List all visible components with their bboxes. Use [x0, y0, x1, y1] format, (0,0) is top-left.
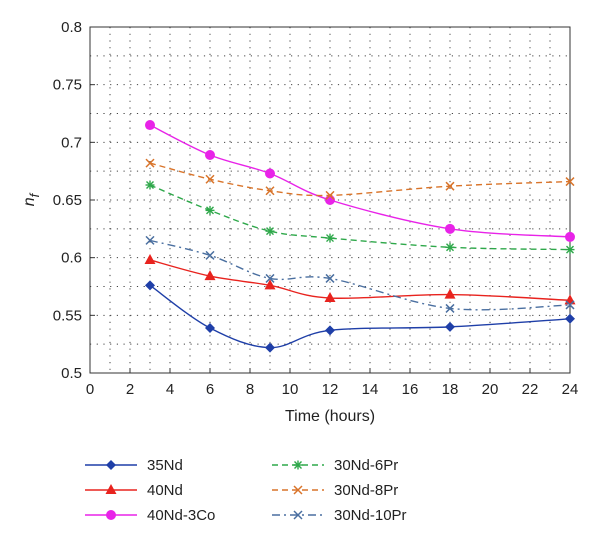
data-point: [205, 174, 215, 184]
legend-label: 30Nd-10Pr: [334, 507, 407, 524]
x-tick-label: 22: [522, 381, 539, 398]
series-5: [145, 235, 575, 313]
y-axis-label: nf: [21, 192, 42, 206]
legend-marker: [105, 484, 117, 494]
series-line: [149, 162, 571, 197]
data-point: [265, 168, 275, 179]
legend-marker: [106, 510, 116, 520]
data-point: [445, 223, 455, 234]
data-point: [265, 186, 275, 196]
x-tick-label: 8: [246, 381, 254, 398]
data-point: [205, 323, 215, 334]
x-tick-label: 0: [86, 381, 94, 398]
legend-marker: [106, 460, 116, 470]
data-point: [324, 292, 336, 303]
series-line: [149, 284, 571, 349]
legend-label: 35Nd: [147, 457, 183, 474]
data-point: [145, 158, 155, 168]
data-point: [205, 150, 215, 161]
series-2: [145, 120, 575, 242]
legend-item: 35Nd: [85, 457, 183, 474]
legend-item: 30Nd-6Pr: [272, 457, 398, 474]
x-axis-label: Time (hours): [285, 408, 375, 425]
series-line: [149, 124, 571, 238]
series-1: [144, 253, 576, 305]
series-0: [145, 280, 575, 353]
x-tick-label: 18: [442, 381, 459, 398]
data-point: [205, 205, 215, 215]
y-tick-label: 0.75: [53, 77, 82, 94]
legend-item: 30Nd-8Pr: [272, 482, 398, 499]
data-point: [445, 242, 455, 252]
x-tick-label: 12: [322, 381, 339, 398]
data-point: [145, 180, 155, 190]
data-point: [565, 231, 575, 242]
legend-marker: [293, 485, 303, 495]
data-point: [565, 245, 575, 255]
series-line: [149, 239, 571, 311]
series-3: [145, 180, 575, 255]
y-axis-label-main: n: [21, 197, 38, 206]
series-4: [145, 158, 575, 200]
data-point: [264, 279, 276, 290]
data-point: [265, 273, 275, 283]
data-point: [204, 270, 216, 281]
data-point: [565, 313, 575, 324]
legend-marker: [293, 510, 303, 520]
y-tick-label: 0.7: [61, 134, 82, 151]
data-point: [325, 325, 335, 336]
grid: [89, 26, 571, 374]
series-group: [144, 120, 576, 353]
data-point: [325, 273, 335, 283]
y-axis-label-subscript: f: [27, 192, 42, 197]
x-tick-label: 20: [482, 381, 499, 398]
legend-label: 40Nd-3Co: [147, 507, 215, 524]
x-tick-label: 6: [206, 381, 214, 398]
x-tick-label: 16: [402, 381, 419, 398]
data-point: [265, 342, 275, 353]
y-tick-label: 0.65: [53, 192, 82, 209]
data-point: [565, 177, 575, 187]
data-point: [205, 250, 215, 260]
x-tick-label: 14: [362, 381, 379, 398]
data-point: [564, 294, 576, 305]
legend-item: 40Nd-3Co: [85, 507, 215, 524]
x-tick-label: 2: [126, 381, 134, 398]
data-point: [144, 253, 156, 264]
legend: 35Nd 40Nd 40Nd-3Co 30Nd-6Pr 30Nd-8Pr 30Nd-10P…: [85, 457, 407, 524]
data-point: [445, 303, 455, 313]
y-axis-ticks: 0.5 0.55 0.6 0.65 0.7 0.75 0.8: [53, 19, 95, 382]
x-tick-label: 4: [166, 381, 174, 398]
data-point: [445, 321, 455, 332]
data-point: [325, 190, 335, 200]
y-tick-label: 0.6: [61, 250, 82, 267]
y-tick-label: 0.5: [61, 365, 82, 382]
data-point: [145, 235, 155, 245]
data-point: [565, 300, 575, 310]
legend-item: 30Nd-10Pr: [272, 507, 407, 524]
series-line: [149, 184, 571, 251]
x-tick-label: 24: [562, 381, 579, 398]
legend-label: 30Nd-6Pr: [334, 457, 398, 474]
data-point: [325, 233, 335, 243]
y-tick-label: 0.55: [53, 307, 82, 324]
data-point: [445, 181, 455, 191]
data-point: [325, 195, 335, 205]
series-line: [149, 259, 571, 302]
x-tick-label: 10: [282, 381, 299, 398]
data-point: [145, 120, 155, 131]
y-tick-label: 0.8: [61, 19, 82, 36]
data-point: [145, 280, 155, 291]
x-axis-ticks: 0 2 4 6 8 10 12 14 16 18 20 22 24: [86, 368, 579, 398]
data-point: [265, 226, 275, 236]
data-point: [444, 288, 456, 299]
legend-label: 40Nd: [147, 482, 183, 499]
legend-item: 40Nd: [85, 482, 183, 499]
legend-marker: [293, 460, 303, 470]
legend-label: 30Nd-8Pr: [334, 482, 398, 499]
